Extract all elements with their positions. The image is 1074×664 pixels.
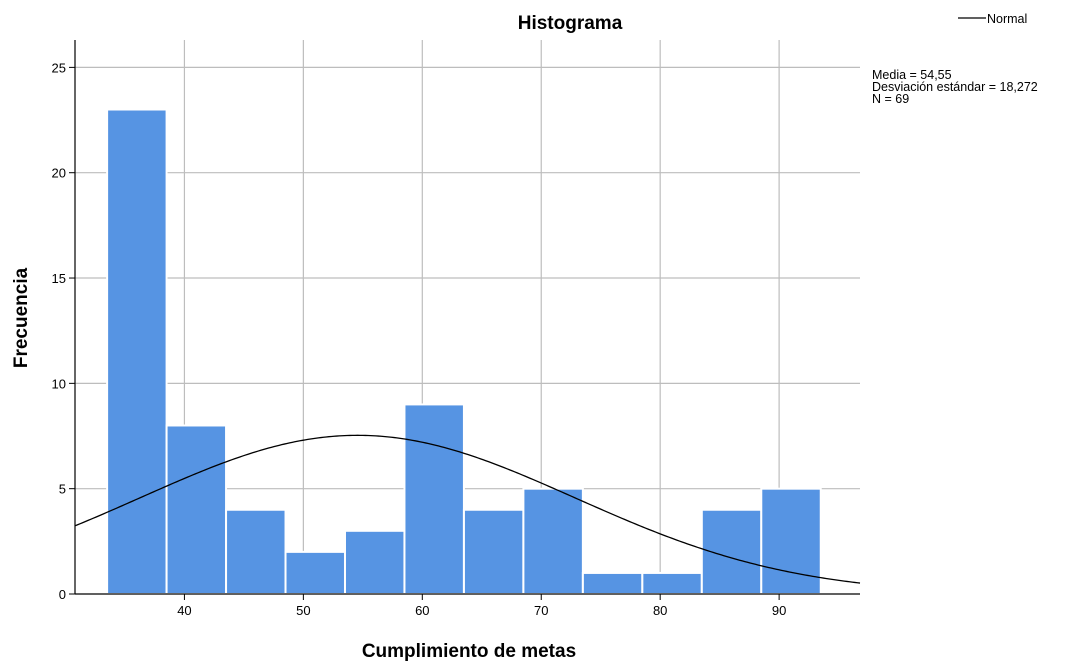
histogram-bar — [343, 529, 406, 596]
x-tick-label: 70 — [534, 603, 548, 618]
normal-curve-group — [74, 434, 861, 584]
y-tick-label: 5 — [59, 482, 66, 497]
y-tick-label: 20 — [52, 166, 66, 181]
y-tick-label: 0 — [59, 587, 66, 602]
y-tick-label: 10 — [52, 376, 66, 391]
axes — [74, 40, 860, 595]
legend: Normal — [958, 12, 1027, 26]
histogram-bar — [581, 571, 644, 596]
x-ticks: 40 50 60 70 80 90 — [177, 594, 786, 618]
x-tick-label: 60 — [415, 603, 429, 618]
y-ticks: 0 5 10 15 20 25 — [52, 60, 75, 602]
normal-curve — [74, 434, 861, 584]
stat-sd: Desviación estándar = 18,272 — [872, 80, 1038, 94]
stat-mean: Media = 54,55 — [872, 68, 952, 82]
y-tick-label: 25 — [52, 60, 66, 75]
legend-normal-label: Normal — [987, 12, 1027, 26]
x-tick-label: 80 — [653, 603, 667, 618]
bars — [106, 108, 822, 596]
histogram-bar — [522, 487, 584, 596]
histogram-bar — [641, 571, 703, 596]
x-tick-label: 90 — [772, 603, 786, 618]
histogram-bar — [225, 508, 287, 596]
y-tick-label: 15 — [52, 271, 66, 286]
x-tick-label: 50 — [296, 603, 310, 618]
x-axis-label: Cumplimiento de metas — [362, 641, 576, 662]
histogram-bar — [165, 424, 228, 595]
stats-box: Media = 54,55 Desviación estándar = 18,2… — [872, 68, 1038, 106]
histogram-bar — [760, 487, 822, 596]
x-tick-label: 40 — [177, 603, 191, 618]
histogram-bar — [403, 403, 465, 595]
stat-n: N = 69 — [872, 92, 909, 106]
y-axis-label: Frecuencia — [11, 267, 32, 368]
histogram-bar — [462, 508, 525, 596]
histogram-bar — [106, 108, 168, 595]
histogram-bar — [284, 550, 346, 596]
chart-title: Histograma — [518, 13, 623, 34]
